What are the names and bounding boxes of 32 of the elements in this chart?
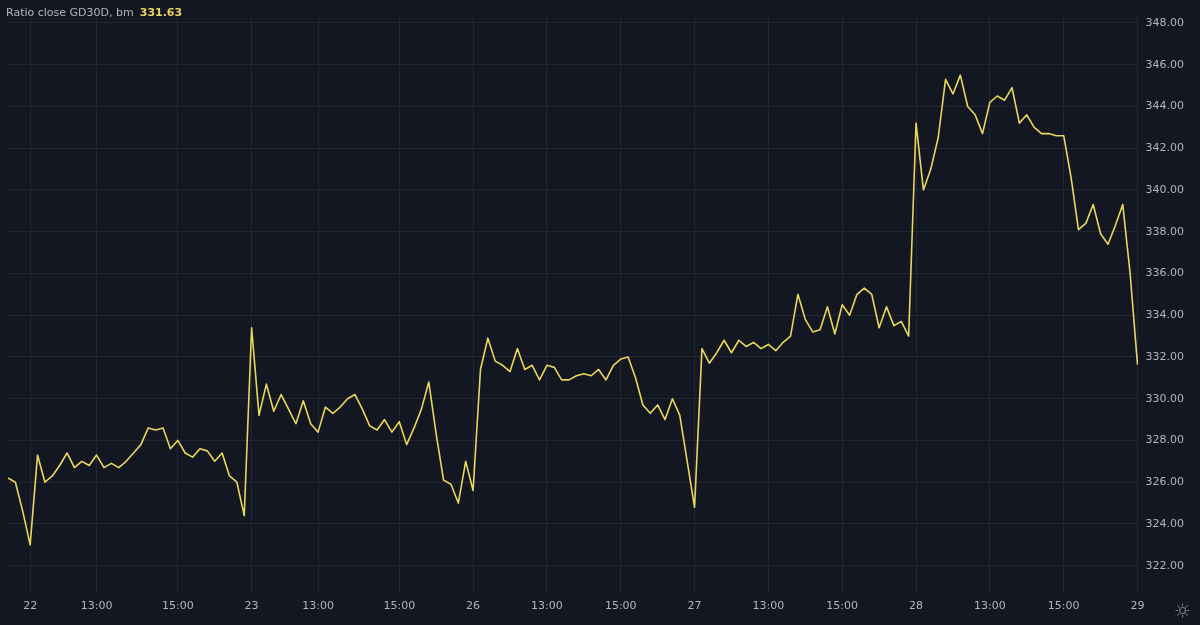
x-tick-label: 29 [1130, 599, 1145, 613]
x-tick-label: 28 [909, 599, 924, 613]
x-tick-label: 22 [23, 599, 38, 613]
y-tick-label: 344.00 [1145, 99, 1185, 113]
y-tick-label: 330.00 [1145, 391, 1185, 405]
x-tick-label: 23 [244, 599, 259, 613]
x-tick-label: 27 [687, 599, 702, 613]
y-tick-label: 332.00 [1145, 349, 1185, 363]
x-tick-label: 13:00 [974, 599, 1006, 613]
x-tick-label: 15:00 [826, 599, 859, 613]
annotation: 331.63 [139, 6, 183, 19]
x-tick-label: 13:00 [80, 599, 113, 613]
x-tick-label: 15:00 [604, 599, 637, 613]
y-tick-label: 322.00 [1145, 558, 1185, 572]
x-tick-label: 26 [466, 599, 481, 613]
x-tick-label: 15:00 [383, 599, 416, 613]
x-tick-label: 13:00 [531, 599, 563, 613]
y-tick-label: 348.00 [1145, 15, 1185, 29]
x-tick-label: 13:00 [302, 599, 334, 613]
y-tick-label: 324.00 [1145, 516, 1185, 530]
y-tick-label: 328.00 [1145, 433, 1185, 447]
x-tick-label: 13:00 [752, 599, 785, 613]
chart-title: Ratio close GD30D, bm [6, 6, 134, 19]
x-tick-label: 15:00 [1047, 599, 1080, 613]
y-tick-label: 336.00 [1145, 266, 1185, 280]
y-tick-label: 342.00 [1145, 141, 1185, 155]
y-tick-label: 346.00 [1145, 57, 1185, 71]
y-tick-label: 326.00 [1145, 475, 1185, 489]
y-tick-label: 340.00 [1145, 182, 1185, 196]
y-tick-label: 338.00 [1145, 224, 1185, 238]
x-tick-label: 15:00 [161, 599, 194, 613]
y-tick-label: 334.00 [1145, 308, 1185, 322]
